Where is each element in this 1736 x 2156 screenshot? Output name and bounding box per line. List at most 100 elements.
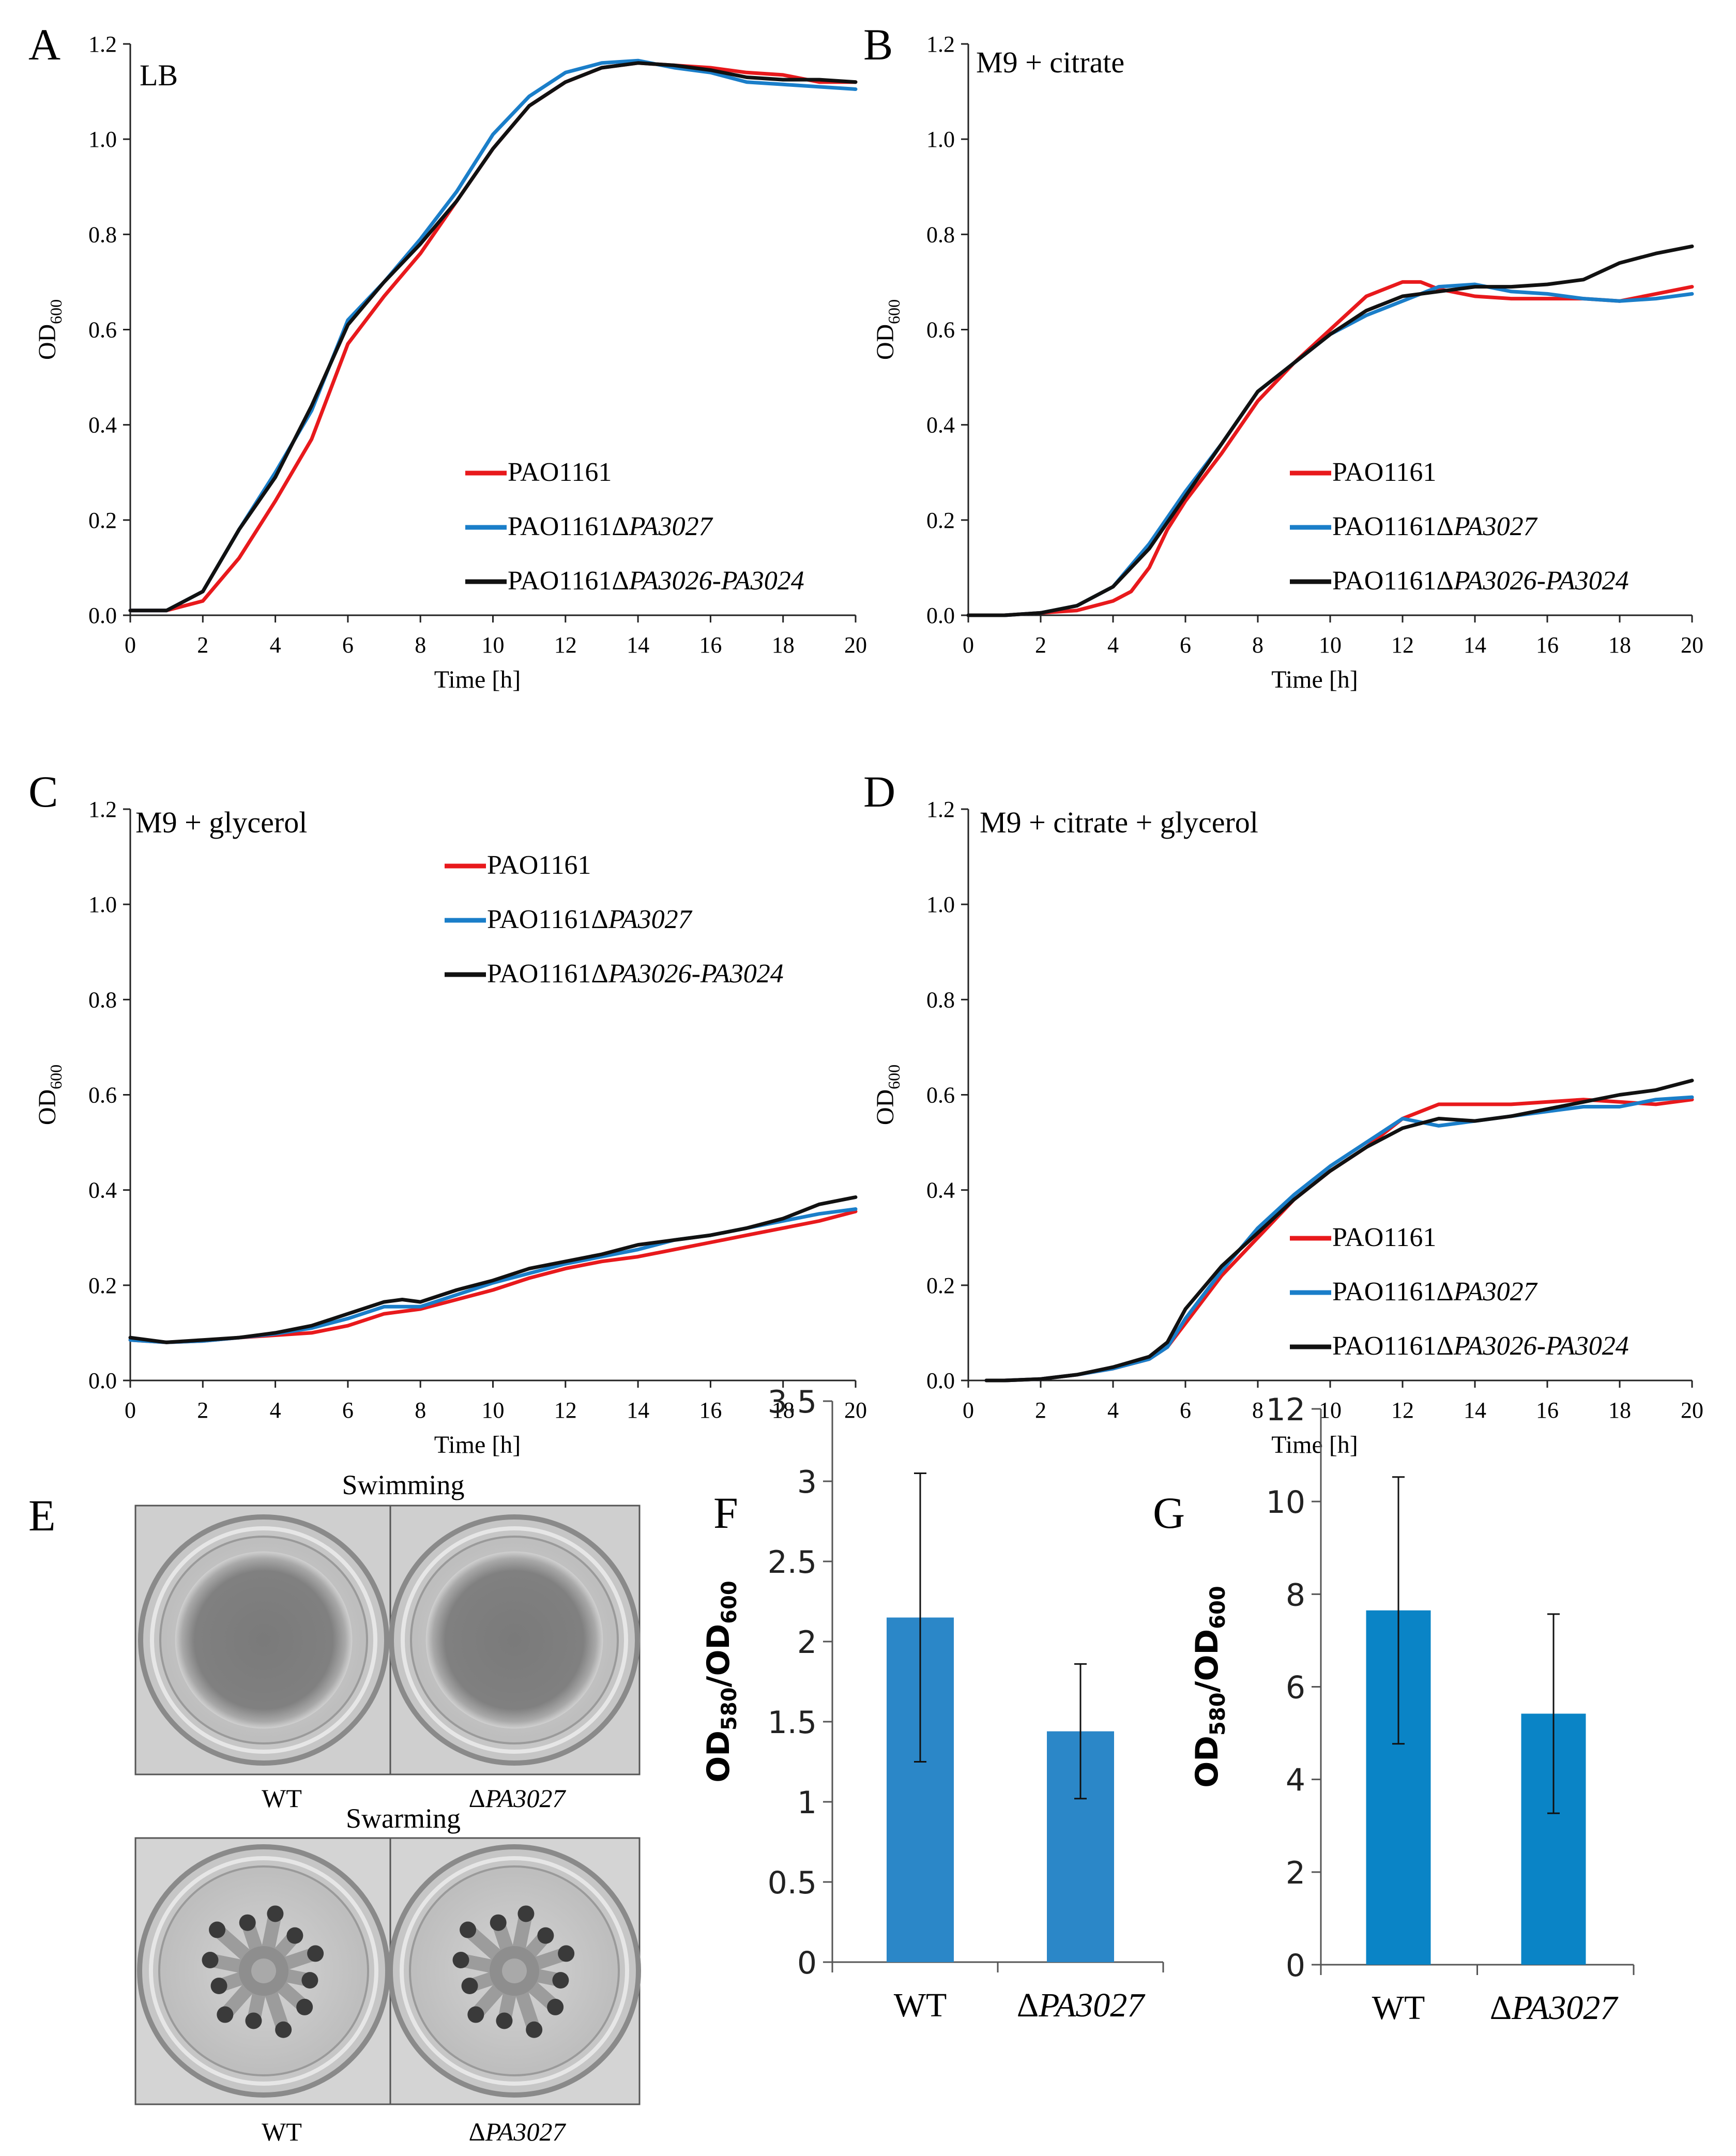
x-tick-label: 14: [627, 632, 649, 658]
y-tick-label: 6: [1286, 1670, 1305, 1706]
y-axis-label: OD600: [34, 1065, 65, 1125]
x-tick-label: 12: [554, 1398, 577, 1423]
swarming-title: Swarming: [346, 1803, 461, 1834]
y-tick-label: 0.4: [926, 1178, 955, 1203]
series-line-3: [128, 1195, 858, 1344]
y-tick-label: 1.0: [926, 127, 955, 152]
swimming-title: Swimming: [342, 1469, 464, 1500]
legend-label-2: PAO1161ΔPA3027: [1332, 512, 1538, 541]
y-axis-label: OD600: [872, 299, 903, 360]
legend-label-3: PAO1161ΔPA3026-PA3024: [508, 566, 804, 596]
x-tick-label: 0: [125, 1398, 136, 1423]
y-tick-label: 0.2: [88, 508, 117, 533]
y-tick-label: 0.8: [926, 987, 955, 1012]
y-axis-label: OD600: [872, 1065, 903, 1125]
bar-chart-f: F 0 0.5 1 1.5 2 2.5 3 3.5 WT ΔPA3027 OD580/OD600: [701, 1384, 1164, 2024]
y-tick-label: 0.8: [88, 987, 117, 1012]
legend-label-3: PAO1161ΔPA3026-PA3024: [1332, 566, 1629, 596]
swarming-plate: [137, 1844, 390, 2098]
x-tick-label: 14: [1464, 1398, 1486, 1423]
y-tick-label: 2: [797, 1624, 817, 1661]
y-axis-label: OD600: [34, 299, 65, 360]
y-tick-label: 1.0: [88, 127, 117, 152]
panel-letter-d: D: [863, 767, 895, 816]
x-axis-label: Time [h]: [434, 1431, 521, 1459]
x-tick-label: 8: [415, 632, 426, 658]
y-tick-label: 3.5: [768, 1384, 817, 1420]
y-tick-label: 1.0: [926, 892, 955, 917]
x-tick-label: 2: [1035, 632, 1046, 658]
x-tick-label: 8: [415, 1398, 426, 1423]
chart-title: M9 + citrate + glycerol: [980, 806, 1258, 839]
legend-label-1: PAO1161: [1332, 458, 1436, 487]
y-tick-label: 0.0: [88, 603, 117, 628]
chart-title: M9 + glycerol: [135, 806, 307, 839]
x-tick-label: 18: [1608, 632, 1631, 658]
legend: PAO1161 PAO1161ΔPA3027 PAO1161ΔPA3026-PA30…: [1290, 1223, 1629, 1361]
x-tick-label: 16: [1536, 632, 1559, 658]
x-axis-label: Time [h]: [1271, 1431, 1358, 1459]
x-tick-label: 2: [197, 1398, 208, 1423]
y-tick-label: 1.2: [88, 32, 117, 57]
series-line-3: [966, 244, 1694, 617]
x-tick-label: 8: [1252, 632, 1263, 658]
legend: PAO1161 PAO1161ΔPA3027 PAO1161ΔPA3026-PA30…: [1290, 458, 1629, 596]
x-tick-label: 10: [482, 632, 505, 658]
y-tick-label: 0.8: [926, 222, 955, 247]
y-tick-label: 0.6: [926, 1083, 955, 1108]
y-tick-label: 0.4: [88, 1178, 117, 1203]
x-tick-label: 18: [772, 632, 795, 658]
y-tick-label: 0.0: [88, 1368, 117, 1393]
y-tick-label: 12: [1266, 1392, 1305, 1428]
x-tick-label: 6: [1180, 632, 1191, 658]
x-tick-label: 18: [1608, 1398, 1631, 1423]
x-tick-label: 10: [1319, 1398, 1342, 1423]
y-tick-label: 0.6: [926, 317, 955, 343]
x-tick-label: 16: [699, 1398, 722, 1423]
x-tick-label: 14: [627, 1398, 649, 1423]
swimming-mutant-label: ΔPA3027: [469, 1784, 567, 1813]
y-tick-label: 1.2: [926, 797, 955, 822]
x-tick-label: 0: [963, 632, 974, 658]
panel-e-motility-plates: E Swimming WT ΔPA3027 Swarming WT ΔPA3027: [28, 1469, 641, 2146]
y-tick-label: 0: [1286, 1948, 1305, 1984]
y-tick-label: 2: [1286, 1855, 1305, 1891]
x-tick-label: 2: [1035, 1398, 1046, 1423]
x-tick-label: 12: [554, 632, 577, 658]
x-tick-label: 6: [342, 632, 354, 658]
x-tick-label: 0: [963, 1398, 974, 1423]
legend-label-3: PAO1161ΔPA3026-PA3024: [1332, 1331, 1629, 1361]
y-tick-label: 1.2: [88, 797, 117, 822]
swarming-plate: [388, 1844, 641, 2098]
swarming-wt-label: WT: [262, 2117, 302, 2146]
y-tick-label: 0.0: [926, 1368, 955, 1393]
legend: PAO1161 PAO1161ΔPA3027 PAO1161ΔPA3026-PA30…: [445, 851, 784, 989]
y-tick-label: 0.4: [926, 413, 955, 438]
category-label-2: ΔPA3027: [1490, 1989, 1619, 2027]
x-tick-label: 10: [1319, 632, 1342, 658]
legend-label-2: PAO1161ΔPA3027: [508, 512, 713, 541]
line-chart-c: C M9 + glycerol 0 2 4 6 8 10 12 14 16 18 20 0.0 0.2 0.4…: [28, 767, 867, 1459]
category-label-2: ΔPA3027: [1017, 1986, 1146, 2024]
line-chart-b: B M9 + citrate 0 2 4 6 8 10 12 14 16 18 20 0.0 0.2 0.4 0…: [863, 20, 1703, 693]
x-tick-label: 20: [1681, 632, 1703, 658]
y-axis-label: OD580/OD600: [1189, 1586, 1230, 1788]
y-tick-label: 0.8: [88, 222, 117, 247]
x-tick-label: 20: [1681, 1398, 1703, 1423]
x-tick-label: 4: [1107, 632, 1119, 658]
x-tick-label: 20: [844, 1398, 867, 1423]
x-tick-label: 14: [1464, 632, 1486, 658]
swimming-plate: [138, 1514, 389, 1766]
legend-label-2: PAO1161ΔPA3027: [1332, 1277, 1538, 1307]
bar-chart-g: G 0 2 4 6 8 10 12 WT ΔPA3027 OD580/OD600: [1153, 1392, 1635, 2027]
series-line-1: [128, 1209, 858, 1344]
legend-label-1: PAO1161: [487, 851, 591, 880]
y-tick-label: 4: [1286, 1763, 1305, 1799]
chart-title: M9 + citrate: [976, 45, 1124, 79]
swimming-plate: [389, 1514, 640, 1766]
x-tick-label: 12: [1391, 632, 1414, 658]
panel-letter-b: B: [863, 20, 893, 69]
series-line-3: [984, 1079, 1694, 1383]
x-tick-label: 4: [270, 1398, 281, 1423]
